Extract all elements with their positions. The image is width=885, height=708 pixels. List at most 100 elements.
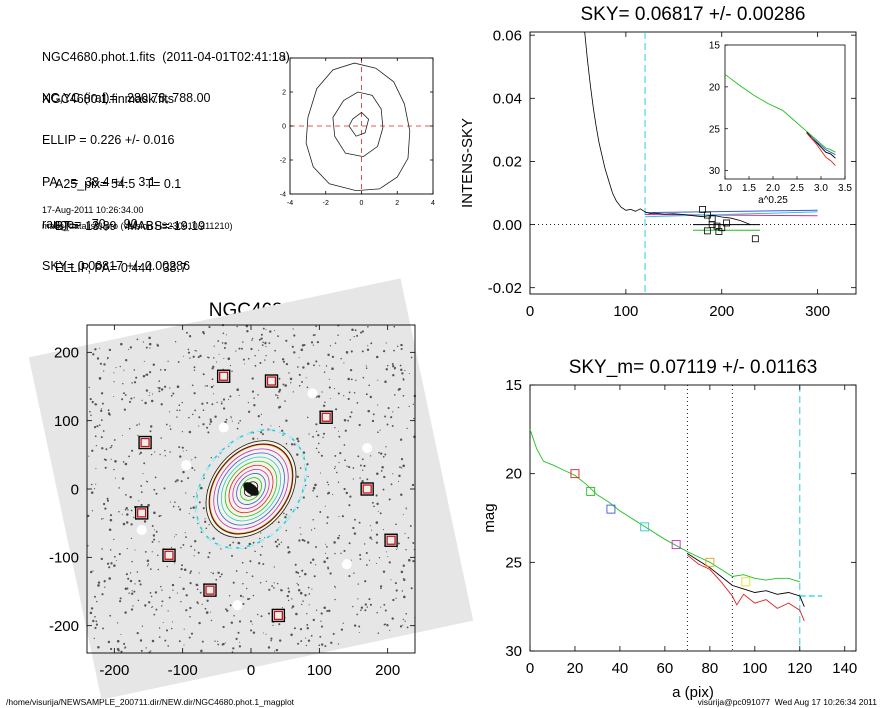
galaxy-noise-dot — [265, 633, 267, 635]
galaxy-noise-dot — [282, 434, 284, 436]
galaxy-noise-dot — [250, 629, 253, 632]
galaxy-noise-dot — [206, 401, 209, 404]
mag-x-tick-label: 20 — [567, 660, 584, 677]
galaxy-noise-dot — [179, 576, 181, 578]
galaxy-noise-dot — [230, 416, 232, 418]
galaxy-noise-dot — [407, 536, 410, 539]
galaxy-noise-dot — [287, 590, 291, 593]
galaxy-noise-dot — [235, 637, 238, 641]
galaxy-noise-dot — [167, 360, 169, 362]
galaxy-noise-dot — [238, 347, 241, 350]
galaxy-noise-dot — [205, 611, 209, 614]
galaxy-noise-dot — [190, 570, 192, 573]
galaxy-noise-dot — [180, 547, 182, 549]
galaxy-noise-dot — [410, 356, 413, 359]
mag-xlabel: a (pix) — [672, 684, 714, 701]
galaxy-noise-dot — [392, 365, 395, 368]
galaxy-noise-dot — [124, 394, 127, 396]
galaxy-noise-dot — [323, 560, 326, 564]
galaxy-noise-dot — [185, 492, 187, 494]
galaxy-noise-dot — [393, 349, 395, 352]
galaxy-noise-dot — [145, 480, 147, 482]
galaxy-noise-dot — [142, 374, 146, 378]
galaxy-noise-dot — [394, 582, 397, 585]
header-line: ELLIP = 0.226 +/- 0.016 — [42, 133, 175, 147]
galaxy-noise-dot — [247, 357, 250, 360]
galaxy-noise-dot — [113, 396, 115, 397]
galaxy-noise-dot — [373, 505, 375, 508]
galaxy-noise-dot — [89, 410, 91, 413]
galaxy-noise-dot — [385, 446, 387, 448]
galaxy-noise-dot — [116, 647, 120, 651]
galaxy-noise-dot — [188, 335, 192, 338]
galaxy-noise-dot — [406, 427, 408, 430]
galaxy-noise-dot — [222, 625, 225, 629]
galaxy-noise-dot — [124, 462, 128, 466]
galaxy-noise-dot — [307, 586, 310, 589]
galaxy-noise-dot — [109, 549, 112, 551]
galaxy-noise-dot — [122, 522, 126, 526]
galaxy-noise-dot — [308, 433, 310, 435]
galaxy-noise-dot — [388, 561, 391, 564]
galaxy-noise-dot — [307, 639, 311, 642]
galaxy-noise-dot — [260, 413, 263, 416]
galaxy-noise-dot — [104, 507, 107, 510]
galaxy-noise-dot — [204, 385, 206, 387]
galaxy-noise-dot — [247, 598, 250, 601]
galaxy-noise-dot — [91, 510, 94, 512]
galaxy-noise-dot — [297, 642, 300, 645]
galaxy-noise-dot — [150, 595, 153, 598]
galaxy-noise-dot — [332, 494, 334, 496]
galaxy-noise-dot — [169, 501, 171, 503]
galaxy-noise-dot — [90, 607, 94, 610]
galaxy-noise-dot — [213, 385, 215, 387]
galaxy-noise-dot — [359, 522, 361, 524]
header-line: A25_pix= 54.5 T= 0.1 — [55, 177, 182, 191]
galaxy-noise-dot — [301, 569, 304, 572]
star-mask-box-inner — [140, 437, 150, 448]
galaxy-noise-dot — [259, 582, 262, 584]
galaxy-noise-dot — [189, 582, 192, 585]
galaxy-noise-dot — [94, 615, 96, 618]
inset-xlabel: a^0.25 — [758, 195, 788, 206]
galaxy-noise-dot — [334, 454, 337, 457]
galaxy-noise-dot — [178, 640, 181, 643]
galaxy-noise-dot — [128, 455, 131, 458]
galaxy-noise-dot — [179, 455, 182, 458]
galaxy-noise-dot — [200, 531, 203, 533]
galaxy-noise-dot — [180, 567, 183, 571]
galaxy-noise-dot — [355, 379, 357, 382]
galaxy-noise-dot — [337, 392, 340, 395]
galaxy-noise-dot — [206, 599, 209, 602]
header-catalog-params: A25_pix= 54.5 T= 0.1 BT= 13.89 MABS=-19.… — [55, 149, 205, 289]
sky-ylabel: INTENS-SKY — [459, 118, 476, 208]
galaxy-noise-dot — [115, 367, 117, 369]
galaxy-noise-dot — [229, 364, 232, 367]
inset-series — [811, 136, 836, 156]
galaxy-noise-dot — [404, 369, 406, 372]
mag-y-tick-label: 15 — [505, 377, 522, 394]
galaxy-noise-dot — [160, 514, 162, 517]
galaxy-noise-dot — [175, 533, 177, 536]
galaxy-noise-dot — [209, 423, 211, 425]
galaxy-noise-dot — [174, 341, 177, 343]
mag-series-line — [687, 554, 805, 622]
galaxy-noise-dot — [250, 347, 253, 351]
galaxy-noise-dot — [145, 389, 149, 392]
galaxy-noise-dot — [187, 477, 190, 480]
galaxy-noise-dot — [231, 651, 234, 653]
galaxy-noise-dot — [127, 509, 129, 511]
galaxy-noise-dot — [265, 580, 267, 583]
galaxy-noise-dot — [278, 426, 281, 428]
galaxy-noise-dot — [371, 501, 374, 504]
galaxy-noise-dot — [89, 570, 93, 574]
galaxy-noise-dot — [318, 644, 321, 647]
galaxy-noise-dot — [299, 467, 302, 469]
galaxy-noise-dot — [208, 551, 211, 554]
galaxy-noise-dot — [314, 527, 316, 530]
galaxy-noise-dot — [155, 530, 158, 533]
galaxy-noise-dot — [136, 338, 139, 341]
galaxy-noise-dot — [176, 592, 178, 594]
galaxy-noise-dot — [110, 458, 112, 460]
galaxy-noise-dot — [280, 541, 283, 544]
